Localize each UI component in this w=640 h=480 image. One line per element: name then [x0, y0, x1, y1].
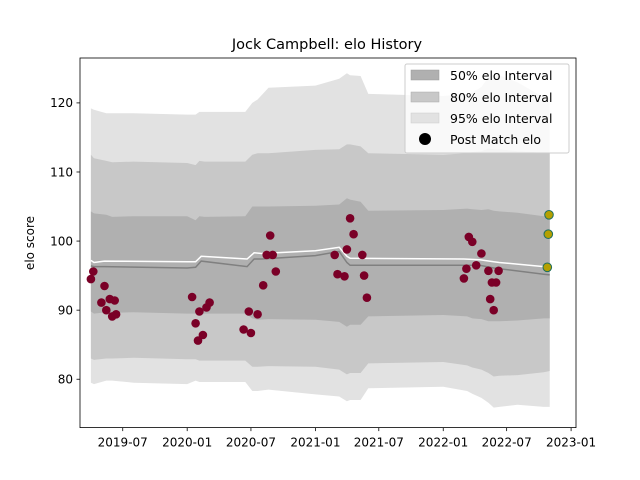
y-tick-label-1: 90 — [58, 303, 73, 317]
median-elo-line — [90, 250, 550, 276]
post-match-point-30 — [349, 229, 358, 239]
y-tick-label-4: 120 — [50, 96, 73, 110]
post-match-point-20 — [258, 281, 268, 290]
post-match-point-29 — [345, 214, 355, 223]
legend-swatch-50 — [410, 69, 440, 81]
post-match-point-18 — [246, 328, 256, 338]
post-match-points — [86, 214, 503, 345]
post-match-point-7 — [110, 296, 119, 305]
latest-points — [542, 210, 554, 273]
legend-label-50: 50% elo Interval — [450, 68, 552, 83]
legend-swatch-80 — [410, 91, 440, 103]
post-match-point-32 — [359, 271, 369, 280]
post-match-point-35 — [462, 264, 471, 274]
post-match-point-39 — [477, 249, 486, 258]
legend-label-post-match: Post Match elo — [450, 132, 541, 147]
post-match-point-10 — [191, 319, 200, 328]
legend-label-95: 95% elo Interval — [450, 111, 552, 126]
mean-elo-line — [90, 246, 550, 269]
post-match-point-8 — [111, 310, 121, 319]
band-50-percent — [90, 198, 550, 327]
post-match-point-43 — [489, 305, 499, 315]
latest-point-0 — [542, 262, 553, 273]
x-tick-label-4: 2021-07 — [354, 436, 404, 450]
post-match-point-1 — [89, 267, 98, 276]
latest-point-1 — [543, 229, 554, 239]
x-axis: 2019-07 2020-01 2020-07 2021-01 2021-07 2022-… — [98, 427, 596, 450]
y-tick-label-3: 110 — [50, 165, 73, 179]
y-axis-label: elo score — [23, 216, 37, 270]
post-match-point-38 — [471, 261, 481, 270]
post-match-point-37 — [468, 237, 477, 247]
post-match-point-41 — [485, 294, 495, 304]
x-tick-label-6: 2022-07 — [482, 436, 532, 450]
latest-point-2 — [544, 210, 554, 220]
post-match-point-22 — [265, 231, 275, 240]
post-match-point-33 — [362, 293, 372, 303]
post-match-point-16 — [239, 325, 248, 334]
x-tick-label-3: 2021-01 — [290, 436, 340, 450]
post-match-point-23 — [268, 250, 278, 260]
post-match-point-31 — [358, 250, 367, 260]
post-match-point-0 — [86, 274, 96, 284]
post-match-point-4 — [102, 305, 111, 315]
y-tick-label-2: 100 — [50, 234, 73, 248]
legend-swatch-95 — [410, 112, 440, 124]
post-match-point-28 — [342, 245, 352, 254]
x-tick-label-1: 2020-01 — [162, 436, 212, 450]
post-match-point-9 — [187, 292, 197, 302]
post-match-point-45 — [494, 266, 503, 276]
post-match-point-19 — [253, 310, 262, 319]
post-match-point-17 — [244, 307, 254, 316]
x-tick-label-0: 2019-07 — [98, 436, 148, 450]
legend-label-80: 80% elo Interval — [450, 90, 552, 105]
x-tick-label-2: 2020-07 — [226, 436, 276, 450]
axes-frame — [79, 57, 577, 429]
legend-marker-post-match — [419, 133, 431, 145]
post-match-point-21 — [262, 250, 272, 260]
post-match-point-25 — [330, 250, 340, 260]
post-match-point-34 — [459, 274, 469, 283]
legend: 50% elo Interval 80% elo Interval 95% el… — [404, 63, 570, 154]
x-tick-label-7: 2023-01 — [546, 436, 596, 450]
post-match-point-2 — [97, 298, 106, 307]
post-match-point-12 — [195, 307, 204, 316]
post-match-point-40 — [484, 266, 493, 276]
chart-title: Jock Campbell: elo History — [231, 37, 423, 53]
post-match-point-3 — [100, 281, 109, 291]
legend-frame — [404, 63, 570, 154]
post-match-point-24 — [271, 267, 281, 276]
y-axis: 80 90 100 110 120 — [50, 96, 80, 387]
post-match-point-11 — [193, 336, 203, 345]
y-tick-label-0: 80 — [58, 373, 73, 387]
post-match-point-15 — [205, 298, 214, 307]
post-match-point-26 — [333, 269, 342, 279]
post-match-point-44 — [491, 278, 501, 287]
x-tick-label-5: 2022-01 — [418, 436, 468, 450]
post-match-point-13 — [198, 330, 208, 340]
post-match-point-27 — [340, 272, 349, 281]
